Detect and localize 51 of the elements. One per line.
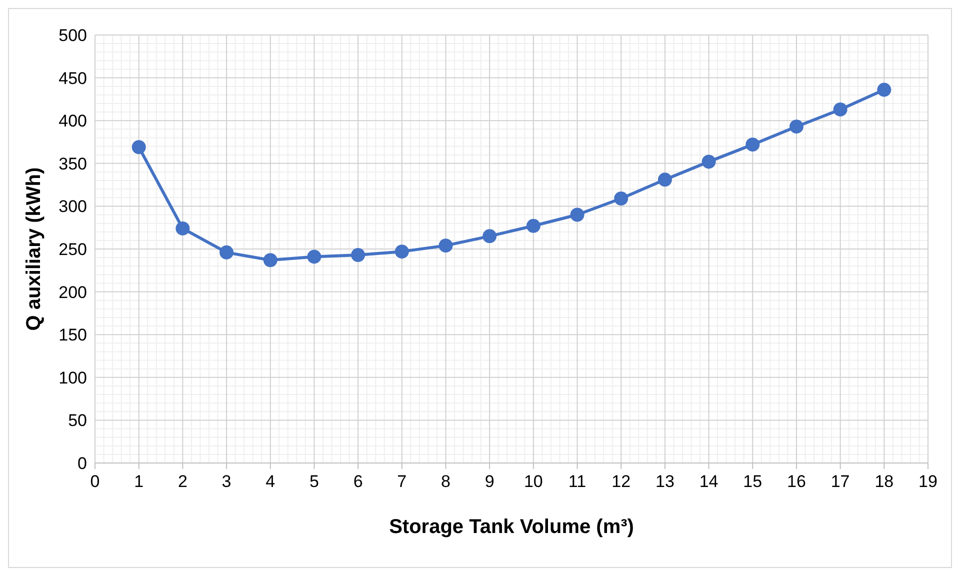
y-tick-label: 500 — [58, 26, 87, 45]
y-tick-label: 400 — [58, 112, 87, 131]
point — [351, 248, 366, 262]
y-tick-label: 450 — [58, 68, 87, 88]
point — [833, 102, 848, 116]
x-tick-label: 5 — [309, 472, 319, 491]
point — [658, 172, 672, 187]
point — [526, 218, 540, 233]
x-tick-label: 15 — [743, 472, 762, 491]
point — [746, 138, 760, 152]
x-tick-label: 13 — [655, 472, 674, 491]
point — [263, 253, 278, 268]
x-tick-label: 16 — [787, 472, 806, 491]
x-tick-label: 10 — [524, 472, 543, 491]
x-tick-label: 4 — [266, 472, 276, 491]
x-tick-label: 19 — [918, 472, 938, 491]
point — [614, 191, 628, 206]
x-tick-label: 18 — [874, 472, 894, 491]
y-tick-label: 300 — [58, 197, 87, 216]
x-tick-label: 6 — [353, 472, 363, 491]
x-tick-label: 0 — [90, 472, 100, 491]
x-tick-label: 12 — [612, 472, 631, 491]
point — [394, 244, 409, 259]
point — [789, 120, 804, 134]
point — [570, 208, 584, 222]
y-tick-label: 0 — [78, 454, 87, 473]
point — [877, 82, 892, 97]
y-tick-label: 150 — [58, 326, 87, 345]
x-tick-label: 7 — [397, 472, 407, 491]
point — [220, 245, 234, 260]
y-tick-label: 50 — [68, 411, 87, 430]
y-tick-label: 350 — [58, 154, 87, 174]
point — [482, 229, 497, 244]
y-axis-title: Q auxiliary (kWh) — [23, 167, 45, 331]
point — [702, 154, 716, 169]
point — [438, 238, 453, 253]
x-tick-label: 17 — [830, 472, 850, 491]
x-tick-label: 1 — [134, 472, 144, 491]
x-tick-label: 3 — [222, 472, 232, 491]
y-tick-label: 200 — [58, 282, 87, 302]
x-tick-label: 8 — [441, 472, 450, 491]
x-axis-title: Storage Tank Volume (m³) — [389, 516, 634, 538]
y-tick-label: 250 — [58, 240, 87, 259]
x-tick-label: 9 — [484, 472, 494, 491]
point — [307, 250, 322, 264]
x-tick-label: 11 — [568, 472, 586, 491]
y-tick-label: 100 — [58, 368, 87, 388]
x-tick-label: 2 — [178, 472, 188, 491]
point — [176, 221, 190, 236]
point — [132, 140, 146, 154]
x-tick-label: 14 — [699, 472, 718, 491]
